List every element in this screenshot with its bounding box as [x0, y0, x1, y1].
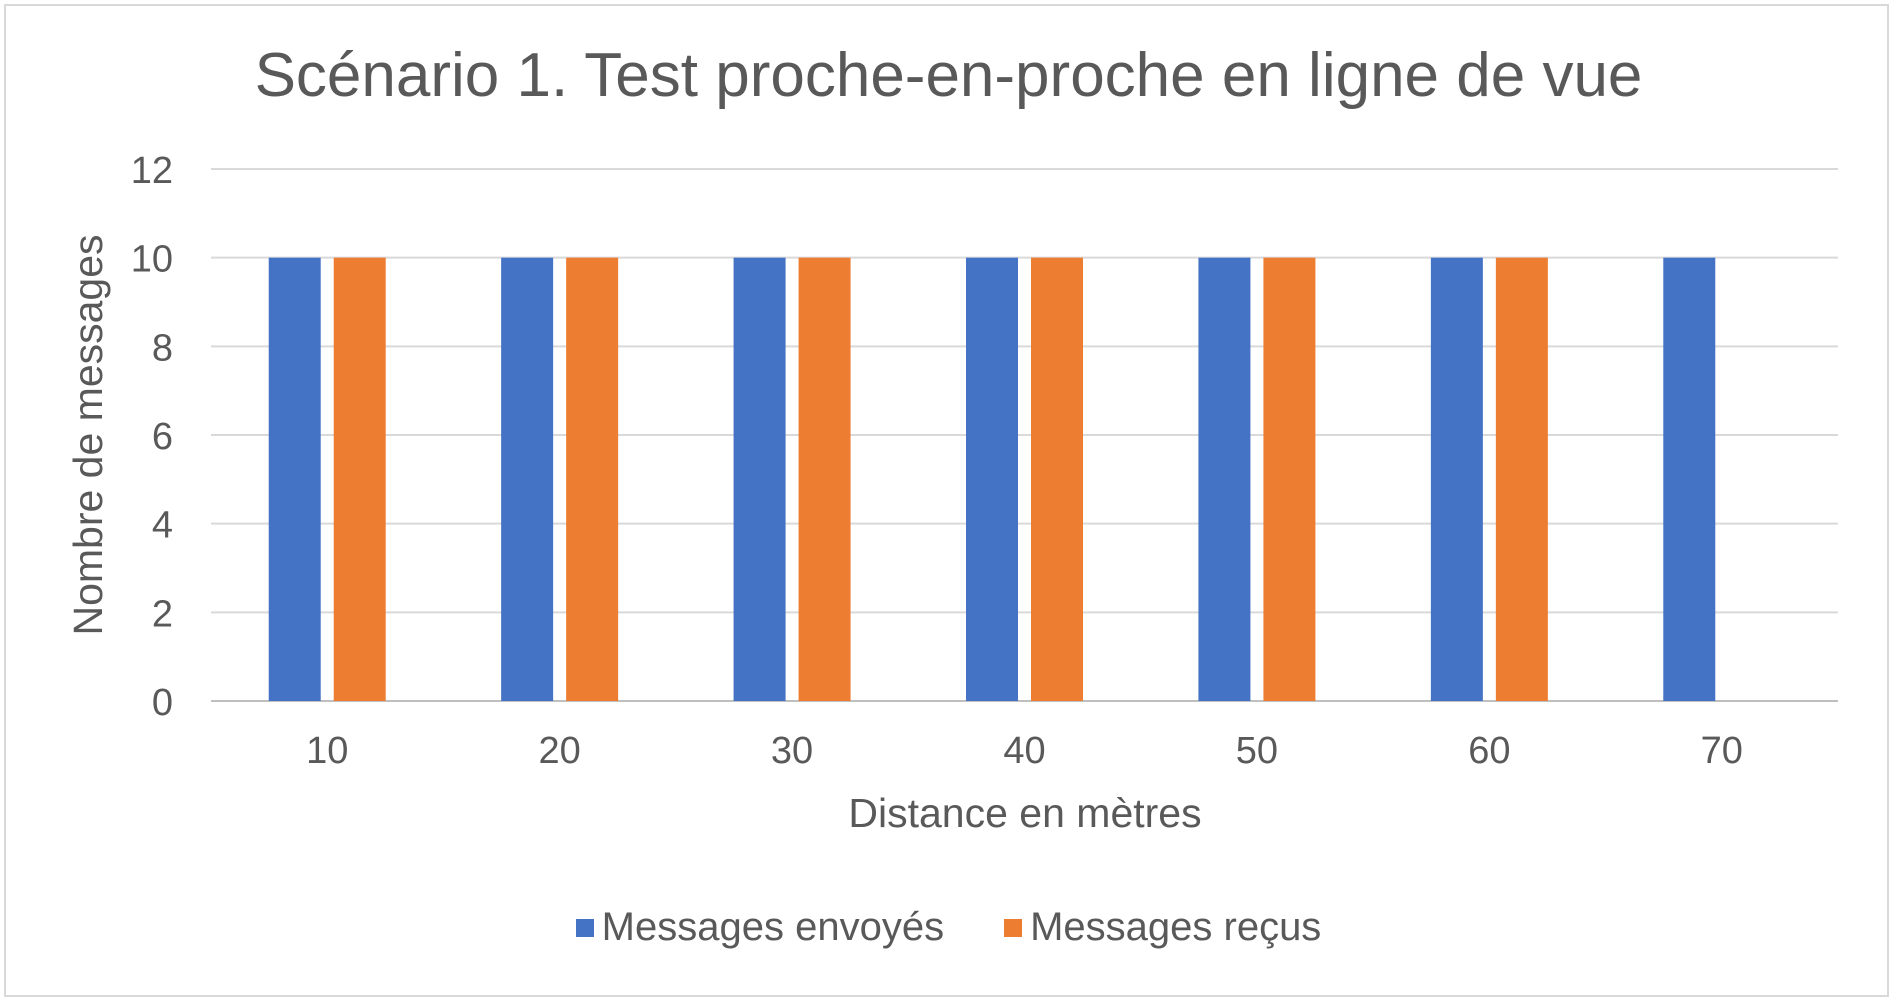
legend-label-sent: Messages envoyés — [601, 905, 945, 949]
bar-sent-30 — [733, 257, 786, 701]
y-tick-label-4: 4 — [152, 505, 173, 547]
y-tick-label-10: 10 — [131, 239, 173, 281]
bars — [268, 257, 1716, 701]
bar-received-60 — [1495, 257, 1548, 701]
legend-item-sent: Messages envoyés — [575, 905, 945, 950]
y-tick-label-2: 2 — [152, 593, 173, 635]
bar-received-20 — [566, 257, 619, 701]
x-tick-label-60: 60 — [1468, 730, 1510, 772]
legend-item-received: Messages reçus — [1004, 905, 1321, 950]
bar-sent-20 — [501, 257, 554, 701]
bar-sent-10 — [268, 257, 321, 701]
bar-sent-50 — [1198, 257, 1251, 701]
x-tick-label-50: 50 — [1236, 730, 1278, 772]
bar-received-30 — [798, 257, 851, 701]
y-tick-label-8: 8 — [152, 327, 173, 369]
legend-label-received: Messages reçus — [1030, 905, 1322, 949]
y-tick-label-12: 12 — [131, 150, 173, 192]
y-tick-label-0: 0 — [152, 682, 173, 724]
y-tick-labels: 0 2 4 6 8 10 12 — [131, 150, 173, 724]
x-tick-labels: 10 20 30 40 50 60 70 — [306, 730, 1743, 772]
bar-sent-60 — [1430, 257, 1483, 701]
bar-sent-70 — [1663, 257, 1716, 701]
x-tick-label-20: 20 — [539, 730, 581, 772]
bar-received-10 — [333, 257, 386, 701]
bar-received-50 — [1263, 257, 1316, 701]
y-axis-title: Nombre de messages — [65, 234, 111, 635]
legend-swatch-received — [1004, 918, 1023, 937]
x-tick-label-70: 70 — [1701, 730, 1743, 772]
x-axis-title: Distance en mètres — [848, 790, 1201, 836]
y-tick-label-6: 6 — [152, 416, 173, 458]
x-tick-label-30: 30 — [771, 730, 813, 772]
bar-received-40 — [1031, 257, 1083, 701]
x-tick-label-40: 40 — [1003, 730, 1045, 772]
legend: Messages envoyés Messages reçus — [0, 905, 1897, 950]
bar-sent-40 — [966, 257, 1018, 701]
x-tick-label-10: 10 — [306, 730, 348, 772]
chart-title: Scénario 1. Test proche-en-proche en lig… — [254, 41, 1643, 110]
legend-swatch-sent — [575, 918, 594, 937]
gridlines — [211, 168, 1838, 702]
